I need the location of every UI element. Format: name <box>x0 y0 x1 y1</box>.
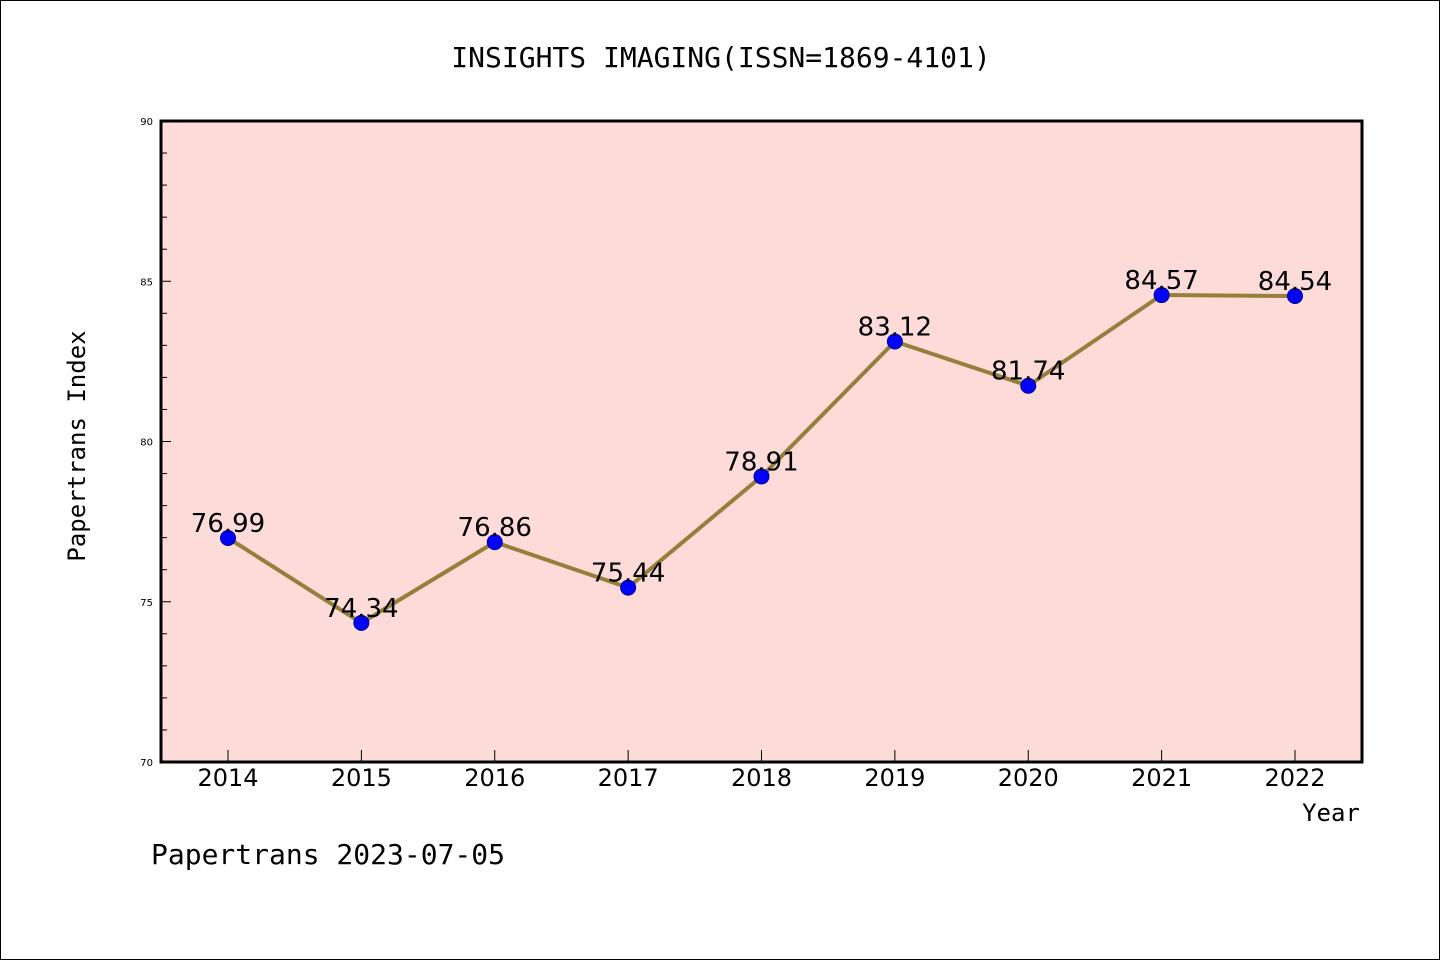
data-point <box>620 579 637 596</box>
y-tick-label: 85 <box>140 277 153 288</box>
x-tick-label: 2016 <box>464 764 525 792</box>
data-label: 81.74 <box>991 357 1065 387</box>
x-tick-label: 2022 <box>1264 764 1325 792</box>
x-tick-label: 2017 <box>598 764 659 792</box>
x-axis: 2014 2015 2016 2017 2018 2019 2020 2021 2022 <box>197 750 1326 792</box>
x-tick-label: 2015 <box>331 764 392 792</box>
x-tick-label: 2019 <box>864 764 925 792</box>
x-tick-label: 2021 <box>1131 764 1192 792</box>
x-axis-label: Year <box>1302 799 1360 827</box>
data-label: 75.44 <box>591 559 665 589</box>
data-point <box>753 468 770 485</box>
data-labels-group: 76.99 74.34 76.86 75.44 78.91 83.12 81.74 84.57… <box>191 266 1332 624</box>
data-label: 84.54 <box>1258 267 1332 297</box>
data-point <box>1153 287 1170 304</box>
data-label: 76.86 <box>458 513 532 543</box>
data-label: 83.12 <box>858 313 932 343</box>
series-group <box>220 287 1303 631</box>
data-point <box>220 529 236 546</box>
y-axis-label: Papertrans Index <box>63 330 91 561</box>
x-tick-label: 2020 <box>998 764 1059 792</box>
y-tick-label: 70 <box>140 758 153 769</box>
data-point <box>886 333 903 350</box>
y-tick-label: 75 <box>140 598 153 609</box>
footer-date: Papertrans 2023-07-05 <box>151 838 505 871</box>
y-tick-label: 90 <box>140 117 153 128</box>
data-label: 74.34 <box>324 594 398 624</box>
data-label: 78.91 <box>724 447 798 477</box>
data-point <box>1287 287 1303 304</box>
chart-title: INSIGHTS IMAGING(ISSN=1869-4101) <box>451 41 990 74</box>
x-tick-label: 2014 <box>197 764 258 792</box>
plot-area <box>159 119 1364 764</box>
data-point <box>1020 377 1037 394</box>
data-label: 76.99 <box>191 509 265 539</box>
data-label: 84.57 <box>1124 266 1198 296</box>
data-point <box>353 614 370 631</box>
data-point <box>486 534 503 551</box>
x-tick-label: 2018 <box>731 764 792 792</box>
y-axis: 70 75 80 85 90 <box>140 117 171 769</box>
y-tick-label: 80 <box>140 438 153 449</box>
